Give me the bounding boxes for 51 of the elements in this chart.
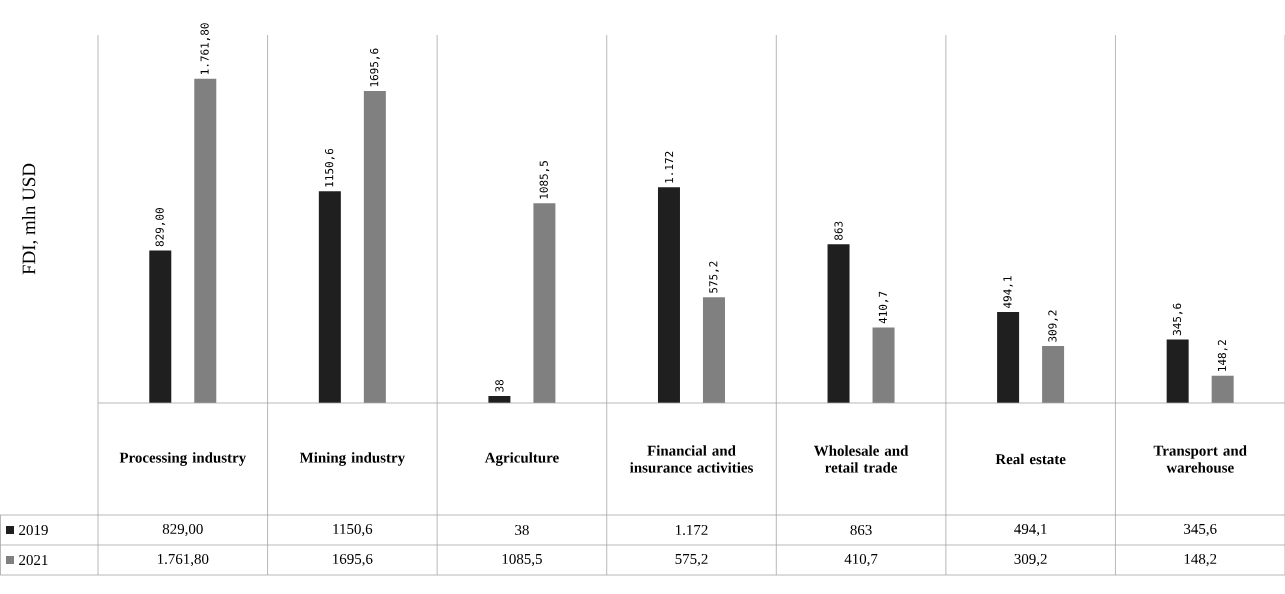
data-label: 575,2 bbox=[675, 553, 708, 567]
bar bbox=[1166, 339, 1189, 403]
data-label: 1150,6 bbox=[333, 523, 373, 537]
data-label: 38 bbox=[515, 524, 529, 536]
bar bbox=[1042, 346, 1065, 403]
bar bbox=[997, 312, 1020, 403]
data-label: 1.761,80 bbox=[157, 553, 209, 567]
data-label: 829,00 bbox=[162, 523, 203, 537]
x-tick-label: Processing industry bbox=[119, 452, 247, 466]
y-axis-title: FDI, mln USD bbox=[21, 163, 39, 275]
text: 1.172 bbox=[664, 151, 674, 183]
text: 1085,5 bbox=[539, 161, 550, 199]
x-tick-label: Agriculture bbox=[484, 452, 559, 466]
text: 829,00 bbox=[155, 208, 166, 247]
text: 1.761,80 bbox=[200, 23, 211, 74]
text: 1695,6 bbox=[370, 48, 380, 87]
data-label: 309,2 bbox=[1014, 553, 1047, 567]
text: 38 bbox=[495, 380, 504, 392]
data-label: 148,2 bbox=[1184, 553, 1217, 567]
data-label: 1.172 bbox=[676, 524, 708, 536]
data-label: 494,1 bbox=[1014, 523, 1047, 537]
text: 148,2 bbox=[1217, 340, 1228, 371]
x-tick-label: Wholesale and retail trade bbox=[813, 445, 909, 473]
text: 863 bbox=[834, 221, 843, 240]
bar bbox=[363, 91, 386, 403]
text: 345,6 bbox=[1172, 303, 1183, 336]
bar bbox=[872, 327, 895, 403]
data-label: 410,7 bbox=[844, 553, 878, 567]
x-tick-label: Mining industry bbox=[299, 452, 405, 466]
bar bbox=[149, 250, 172, 403]
data-label: 1695,6 bbox=[333, 553, 373, 567]
text: 575,2 bbox=[709, 261, 719, 293]
bar bbox=[318, 191, 341, 403]
text: 410,7 bbox=[878, 291, 889, 324]
text: 494,1 bbox=[1003, 276, 1013, 309]
bar bbox=[657, 187, 680, 403]
text: 1150,6 bbox=[325, 148, 335, 187]
x-tick-label: Real estate bbox=[995, 453, 1066, 465]
legend-label: 2019 bbox=[19, 524, 48, 536]
x-tick-label: Transport and warehouse bbox=[1153, 445, 1247, 473]
bar bbox=[1211, 375, 1234, 403]
bar bbox=[194, 78, 217, 403]
text: 309,2 bbox=[1048, 310, 1058, 342]
bar bbox=[827, 244, 850, 403]
bar bbox=[702, 297, 725, 403]
legend-label: 2021 bbox=[19, 554, 48, 566]
data-label: 1085,5 bbox=[502, 553, 542, 567]
data-label: 863 bbox=[850, 524, 872, 536]
x-tick-label: Financial and insurance activities bbox=[629, 445, 753, 473]
bar bbox=[533, 203, 556, 403]
data-label: 345,6 bbox=[1184, 523, 1217, 537]
